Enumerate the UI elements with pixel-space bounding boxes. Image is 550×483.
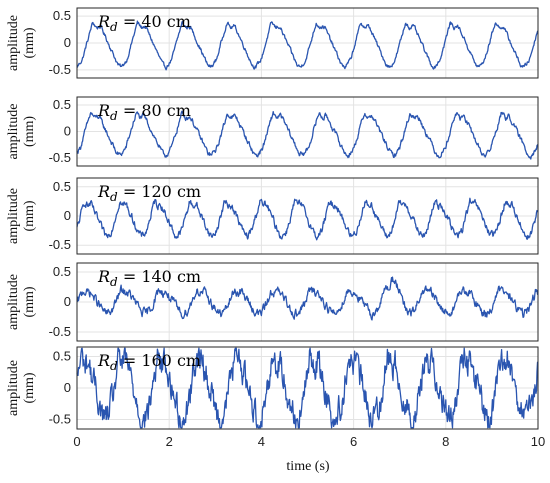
panel-1-ytick-label: 0 [64, 35, 71, 50]
panel-3-ylabel-amplitude: amplitude [6, 188, 21, 244]
panel-3-distance-label: Rd = 120 cm [97, 182, 201, 204]
x-tick-label: 0 [73, 434, 80, 449]
x-tick-label: 6 [350, 434, 357, 449]
panel-4-ytick-label: -0.5 [49, 324, 71, 339]
panel-4-ylabel-amplitude: amplitude [6, 274, 21, 330]
panel-4-frame [76, 262, 539, 342]
panel-3-signal-line [76, 197, 539, 241]
panel-5-ylabel-amplitude: amplitude [6, 360, 21, 416]
panel-3-ytick-label: 0.5 [53, 179, 71, 194]
panel-3-ylabel-unit: (mm) [22, 200, 37, 231]
panel-2-signal-line [76, 110, 539, 160]
panel-2-ylabel-amplitude: amplitude [6, 104, 21, 160]
panel-2-ytick-label: 0.5 [53, 97, 71, 112]
panel-5-distance-label: Rd = 160 cm [97, 351, 201, 373]
panel-5: 0.5 0 -0.5 amplitude (mm) Rd = 160 cm [6, 346, 539, 430]
panel-5-ytick-label: 0 [64, 380, 71, 395]
panel-3-frame [76, 177, 539, 255]
panel-3-ytick-label: 0 [64, 208, 71, 223]
x-tick-label: 8 [442, 434, 449, 449]
panel-1-ytick-label: -0.5 [49, 62, 71, 77]
panel-1-ytick-label: 0.5 [53, 8, 71, 23]
panel-1-distance-label: Rd = 40 cm [97, 12, 191, 34]
panel-5-ytick-label: -0.5 [49, 412, 71, 427]
x-axis-label: time (s) [286, 459, 329, 474]
panel-2: 0.5 0 -0.5 amplitude (mm) Rd = 80 cm [6, 96, 539, 167]
x-tick-label: 10 [531, 434, 545, 449]
panel-2-distance-label: Rd = 80 cm [97, 101, 191, 123]
panel-5-ylabel-unit: (mm) [22, 372, 37, 403]
panel-5-frame [76, 346, 539, 430]
panel-4: 0.5 0 -0.5 amplitude (mm) Rd = 140 cm [6, 262, 539, 342]
panel-2-frame [76, 96, 539, 167]
panel-5-ytick-label: 0.5 [53, 348, 71, 363]
panel-4-ytick-label: 0 [64, 294, 71, 309]
shared-x-axis: 0 2 4 6 8 10 time (s) [73, 434, 545, 474]
x-tick-label: 4 [258, 434, 265, 449]
x-tick-labels: 0 2 4 6 8 10 [73, 434, 545, 449]
panel-5-signal-line [76, 347, 539, 429]
panel-3: 0.5 0 -0.5 amplitude (mm) Rd = 120 cm [6, 177, 539, 255]
panel-1: 0.5 0 -0.5 amplitude (mm) Rd = 40 cm [6, 7, 539, 79]
panel-4-ytick-label: 0.5 [53, 264, 71, 279]
panel-1-signal-line [76, 20, 539, 71]
panel-2-ylabel-unit: (mm) [22, 116, 37, 147]
panel-2-ytick-label: -0.5 [49, 150, 71, 165]
panel-1-ylabel-unit: (mm) [22, 27, 37, 58]
panel-3-ytick-label: -0.5 [49, 237, 71, 252]
panel-1-ylabel-amplitude: amplitude [6, 15, 21, 71]
panel-2-ytick-label: 0 [64, 124, 71, 139]
x-tick-label: 2 [166, 434, 173, 449]
panel-4-ylabel-unit: (mm) [22, 286, 37, 317]
panel-4-distance-label: Rd = 140 cm [97, 267, 201, 289]
panel-4-signal-line [76, 276, 539, 321]
panel-1-frame [76, 7, 539, 79]
